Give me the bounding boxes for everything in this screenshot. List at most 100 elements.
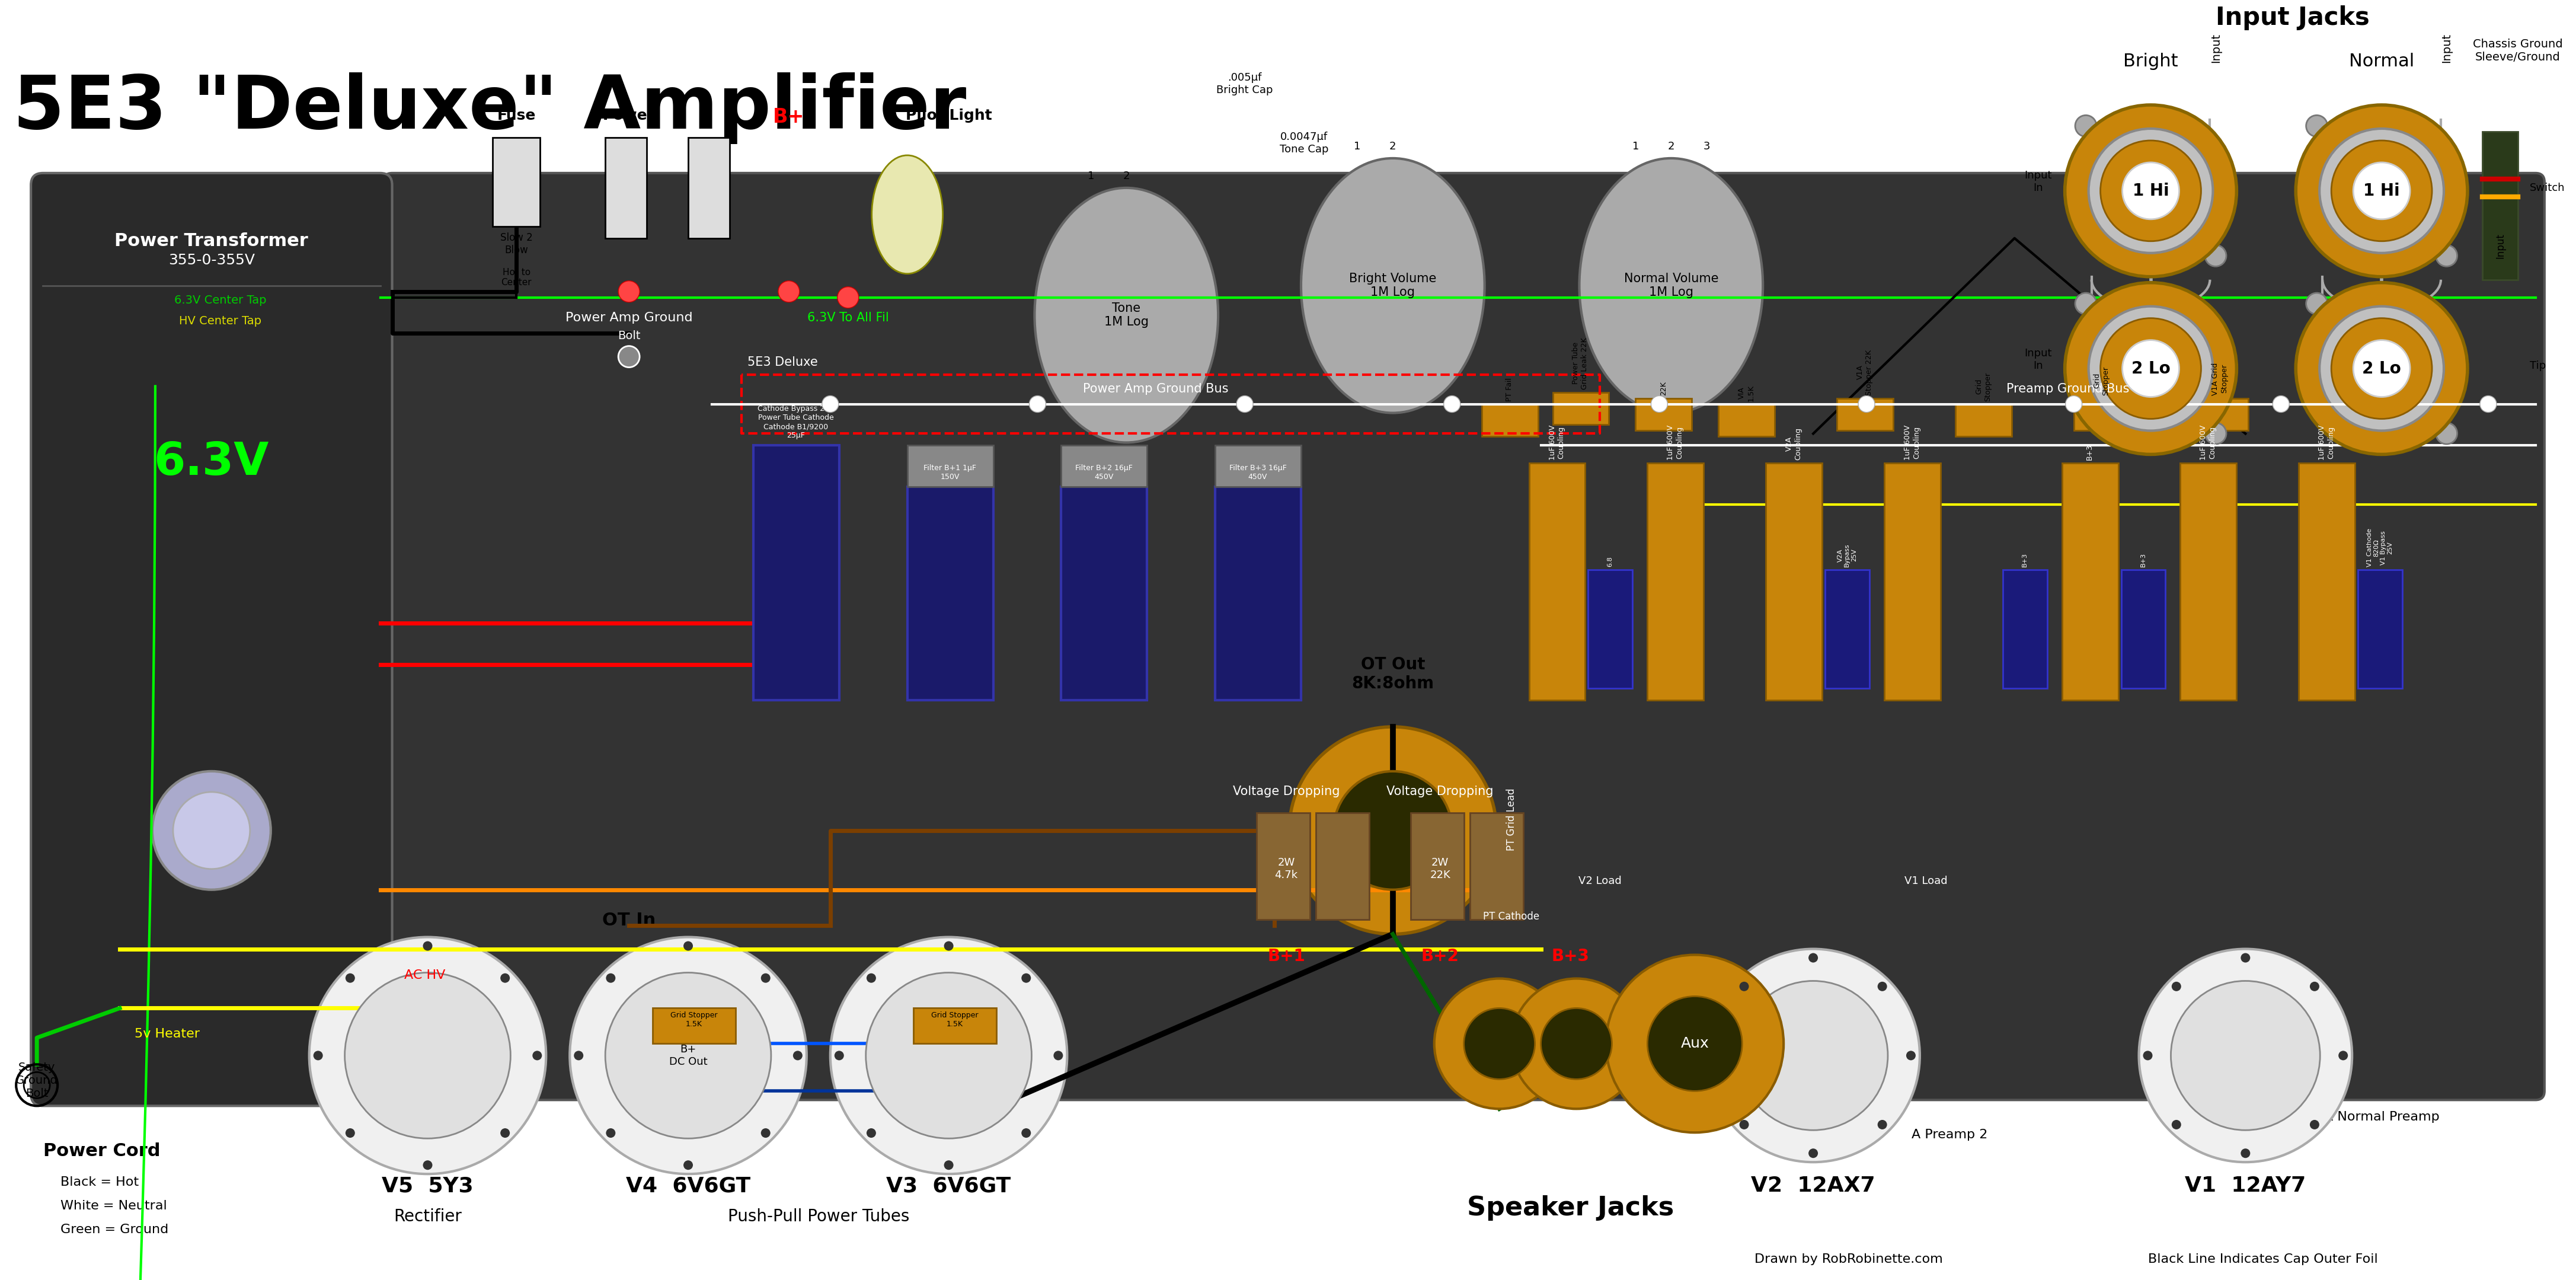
Circle shape [2076,293,2097,315]
Text: Normal: Normal [2349,52,2414,70]
Text: Black = Hot: Black = Hot [59,1176,139,1188]
Circle shape [1708,948,1919,1162]
Circle shape [1808,1148,1819,1158]
Bar [688,137,729,238]
Circle shape [683,1161,693,1170]
Text: Filter B+2 16μF
450V: Filter B+2 16μF 450V [1074,465,1133,481]
Bar [1824,570,1870,689]
Circle shape [1605,955,1783,1133]
Circle shape [345,973,355,983]
Text: AC HV: AC HV [404,969,446,980]
Text: Aux: Aux [1680,1037,1708,1051]
Text: 6.3V Center Tap: 6.3V Center Tap [175,294,265,306]
Circle shape [2354,163,2411,219]
Circle shape [2066,396,2081,412]
Text: Safety
Ground
Bolt: Safety Ground Bolt [15,1062,59,1100]
Text: .005μf
Bright Cap: .005μf Bright Cap [1216,73,1273,96]
Text: V1 Load: V1 Load [1904,876,1947,886]
Circle shape [1023,973,1030,983]
FancyBboxPatch shape [31,173,392,1106]
Text: B Bright Preamp: B Bright Preamp [2192,1117,2300,1129]
Circle shape [1023,1128,1030,1138]
Circle shape [778,280,799,302]
Ellipse shape [871,155,943,274]
Circle shape [1236,396,1252,412]
Circle shape [822,396,840,412]
Circle shape [422,941,433,951]
Bar [1481,404,1538,436]
Text: 6.3V To All Fil: 6.3V To All Fil [806,311,889,324]
Circle shape [2066,283,2236,454]
Text: Bright: Bright [2123,52,2179,70]
Text: V1  12AY7: V1 12AY7 [2184,1176,2306,1196]
Text: 2: 2 [1388,141,1396,152]
Text: 2W
4.7k: 2W 4.7k [1275,858,1298,881]
Text: B+3: B+3 [1551,947,1589,964]
Text: Input: Input [2210,33,2221,63]
Circle shape [2099,141,2200,241]
Text: V1A Grid
Stopper: V1A Grid Stopper [2213,362,2228,396]
Text: Rectifier: Rectifier [394,1208,461,1225]
Circle shape [2172,982,2182,991]
Bar [2192,398,2249,430]
Text: B+
DC Out: B+ DC Out [670,1044,708,1068]
Text: Power: Power [603,109,654,123]
Circle shape [533,1051,541,1060]
Circle shape [1649,996,1741,1091]
Circle shape [760,973,770,983]
Circle shape [1435,978,1564,1108]
Circle shape [1878,1120,1888,1129]
Text: 1uF 600V
Coupling: 1uF 600V Coupling [2200,425,2215,461]
Circle shape [793,1051,804,1060]
Circle shape [500,1128,510,1138]
Text: 1uF 600V
Coupling: 1uF 600V Coupling [1667,425,1685,461]
Text: Tip: Tip [2530,360,2545,371]
Text: A Preamp 2: A Preamp 2 [1911,1129,1989,1140]
Circle shape [605,973,770,1138]
Circle shape [2172,1120,2182,1129]
Circle shape [2295,105,2468,276]
Text: Stby: Stby [711,184,724,218]
Bar [1530,463,1584,700]
Circle shape [309,937,546,1174]
Circle shape [2306,115,2326,137]
Text: B+3: B+3 [2022,553,2027,567]
Circle shape [943,1161,953,1170]
Circle shape [2123,163,2179,219]
Text: VIA
1.5K: VIA 1.5K [1739,384,1754,401]
Bar [907,486,994,700]
Text: PT Grid Lead: PT Grid Lead [1507,788,1517,851]
Circle shape [2272,396,2290,412]
Text: 1 Hi: 1 Hi [2362,183,2401,200]
Text: Input: Input [2442,33,2452,63]
Bar [1061,486,1146,700]
Circle shape [2205,244,2226,266]
Circle shape [2311,982,2318,991]
Text: 2 Lo: 2 Lo [2362,360,2401,376]
Text: Tone
1M Log: Tone 1M Log [1105,302,1149,328]
Text: V2A
Bypass
25V: V2A Bypass 25V [1837,544,1857,567]
FancyBboxPatch shape [384,173,2545,1100]
Circle shape [2437,422,2458,444]
Circle shape [500,973,510,983]
Text: Input
In: Input In [2025,170,2053,193]
Text: PT Cathode: PT Cathode [1484,911,1540,922]
Text: Bright Volume
1M Log: Bright Volume 1M Log [1350,273,1437,298]
Text: 355-0-355V: 355-0-355V [167,253,255,268]
Ellipse shape [1311,172,1484,408]
Text: Grid Stopper
1.5K: Grid Stopper 1.5K [930,1011,979,1028]
Text: 3: 3 [1703,141,1710,152]
Text: Power Amp Ground Bus: Power Amp Ground Bus [1082,383,1229,394]
Circle shape [866,973,876,983]
Circle shape [618,346,639,367]
Text: PT Fail: PT Fail [1504,378,1512,401]
Text: Bolt: Bolt [618,330,641,342]
Text: 1uF 600V
Coupling: 1uF 600V Coupling [1904,425,1919,461]
Text: Grid Stopper
1.5K: Grid Stopper 1.5K [670,1011,719,1028]
Circle shape [345,973,510,1138]
Text: Power Transformer: Power Transformer [116,232,309,250]
Text: Pilot Light: Pilot Light [907,109,992,123]
Circle shape [2311,1120,2318,1129]
Circle shape [618,280,639,302]
Circle shape [1808,954,1819,963]
